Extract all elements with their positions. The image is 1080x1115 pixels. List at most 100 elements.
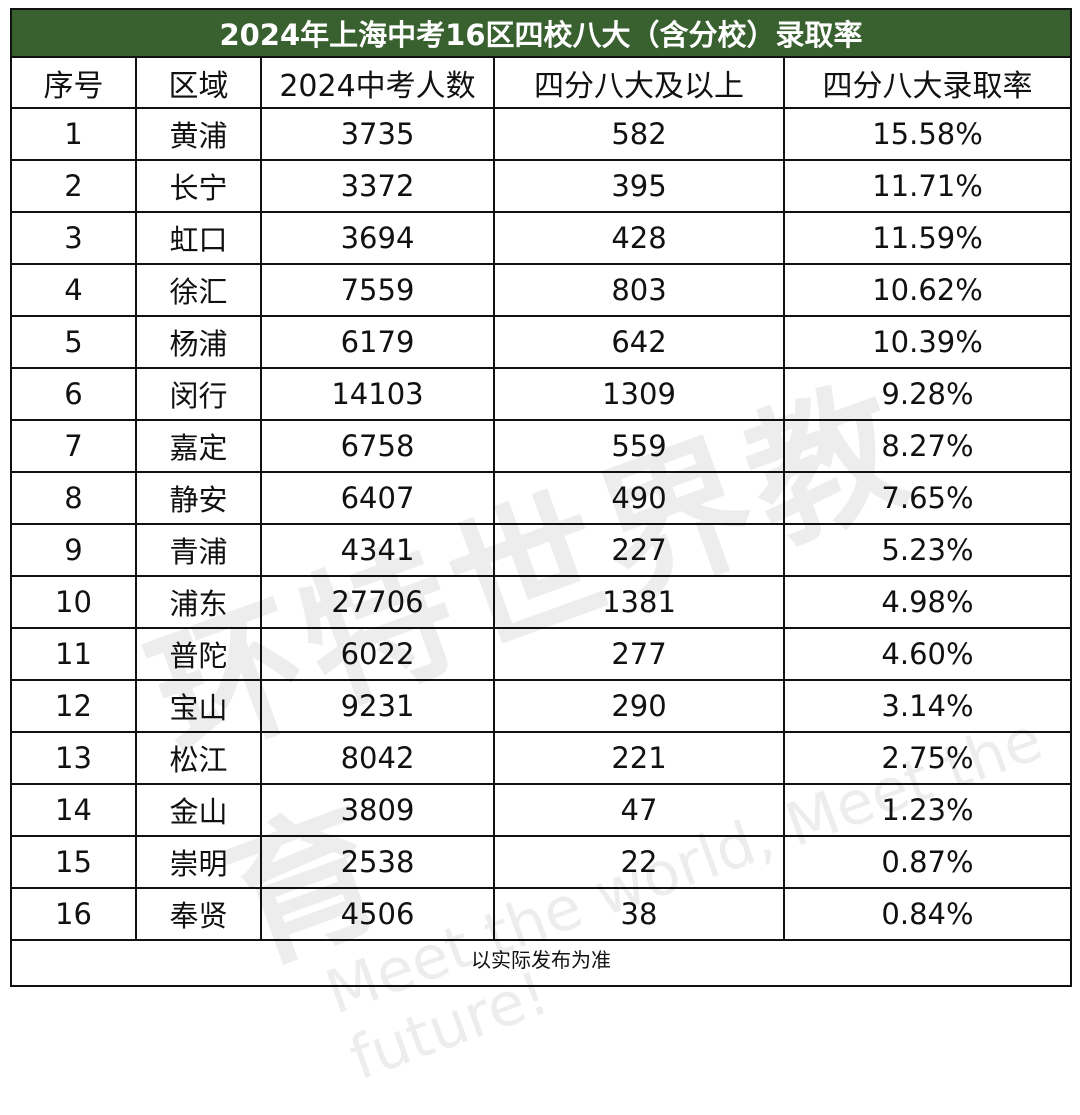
cell-index: 2 (10, 159, 137, 213)
cell-admission-rate: 2.75% (783, 731, 1072, 785)
table-row: 1 黄浦 3735 582 15.58% (10, 107, 1072, 161)
table-row: 6 闵行 14103 1309 9.28% (10, 367, 1072, 421)
cell-exam-count: 6407 (260, 471, 495, 525)
cell-index: 9 (10, 523, 137, 577)
cell-admission-rate: 9.28% (783, 367, 1072, 421)
cell-district: 金山 (135, 783, 262, 837)
cell-admitted-count: 227 (493, 523, 785, 577)
note-row: 以实际发布为准 (10, 939, 1072, 975)
cell-admitted-count: 490 (493, 471, 785, 525)
table-row: 12 宝山 9231 290 3.14% (10, 679, 1072, 733)
cell-admission-rate: 10.62% (783, 263, 1072, 317)
cell-district: 长宁 (135, 159, 262, 213)
table-body: 1 黄浦 3735 582 15.58% 2 长宁 3372 395 11.71% 3 虹口 3694 4… (10, 107, 1072, 941)
cell-district: 普陀 (135, 627, 262, 681)
cell-admitted-count: 22 (493, 835, 785, 889)
cell-exam-count: 6022 (260, 627, 495, 681)
cell-exam-count: 9231 (260, 679, 495, 733)
cell-admission-rate: 5.23% (783, 523, 1072, 577)
cell-admission-rate: 4.98% (783, 575, 1072, 629)
cell-district: 黄浦 (135, 107, 262, 161)
cell-district: 浦东 (135, 575, 262, 629)
cell-admitted-count: 1309 (493, 367, 785, 421)
cell-admitted-count: 582 (493, 107, 785, 161)
cell-exam-count: 7559 (260, 263, 495, 317)
cell-exam-count: 3735 (260, 107, 495, 161)
cell-district: 松江 (135, 731, 262, 785)
cell-district: 虹口 (135, 211, 262, 265)
cell-admitted-count: 642 (493, 315, 785, 369)
cell-index: 16 (10, 887, 137, 941)
cell-admission-rate: 0.87% (783, 835, 1072, 889)
table-row: 3 虹口 3694 428 11.59% (10, 211, 1072, 265)
cell-index: 7 (10, 419, 137, 473)
cell-exam-count: 27706 (260, 575, 495, 629)
footer-padding-row (10, 975, 1072, 987)
cell-district: 杨浦 (135, 315, 262, 369)
cell-admitted-count: 559 (493, 419, 785, 473)
table-row: 13 松江 8042 221 2.75% (10, 731, 1072, 785)
cell-admission-rate: 11.59% (783, 211, 1072, 265)
admission-rate-table: 2024年上海中考16区四校八大（含分校）录取率 序号 区域 2024中考人数 … (10, 8, 1072, 987)
cell-exam-count: 6758 (260, 419, 495, 473)
cell-index: 8 (10, 471, 137, 525)
cell-district: 青浦 (135, 523, 262, 577)
table-row: 15 崇明 2538 22 0.87% (10, 835, 1072, 889)
table-row: 4 徐汇 7559 803 10.62% (10, 263, 1072, 317)
cell-index: 4 (10, 263, 137, 317)
cell-admission-rate: 1.23% (783, 783, 1072, 837)
cell-index: 10 (10, 575, 137, 629)
cell-exam-count: 3809 (260, 783, 495, 837)
cell-admitted-count: 395 (493, 159, 785, 213)
cell-index: 15 (10, 835, 137, 889)
cell-district: 崇明 (135, 835, 262, 889)
cell-district: 徐汇 (135, 263, 262, 317)
cell-exam-count: 14103 (260, 367, 495, 421)
cell-index: 13 (10, 731, 137, 785)
cell-admitted-count: 221 (493, 731, 785, 785)
cell-admission-rate: 15.58% (783, 107, 1072, 161)
table-row: 16 奉贤 4506 38 0.84% (10, 887, 1072, 941)
cell-district: 闵行 (135, 367, 262, 421)
table-row: 11 普陀 6022 277 4.60% (10, 627, 1072, 681)
cell-index: 1 (10, 107, 137, 161)
cell-admission-rate: 4.60% (783, 627, 1072, 681)
title-row: 2024年上海中考16区四校八大（含分校）录取率 (10, 8, 1072, 58)
footer-padding-cell (10, 975, 1072, 987)
cell-district: 宝山 (135, 679, 262, 733)
table-row: 7 嘉定 6758 559 8.27% (10, 419, 1072, 473)
column-header-index: 序号 (10, 56, 137, 109)
cell-admission-rate: 11.71% (783, 159, 1072, 213)
table-row: 2 长宁 3372 395 11.71% (10, 159, 1072, 213)
cell-admitted-count: 803 (493, 263, 785, 317)
cell-exam-count: 2538 (260, 835, 495, 889)
cell-admitted-count: 47 (493, 783, 785, 837)
cell-district: 嘉定 (135, 419, 262, 473)
table-row: 14 金山 3809 47 1.23% (10, 783, 1072, 837)
header-row: 序号 区域 2024中考人数 四分八大及以上 四分八大录取率 (10, 56, 1072, 109)
cell-index: 5 (10, 315, 137, 369)
cell-exam-count: 4341 (260, 523, 495, 577)
cell-admitted-count: 38 (493, 887, 785, 941)
cell-exam-count: 6179 (260, 315, 495, 369)
column-header-admitted-count: 四分八大及以上 (493, 56, 785, 109)
cell-index: 6 (10, 367, 137, 421)
table-row: 8 静安 6407 490 7.65% (10, 471, 1072, 525)
cell-exam-count: 3694 (260, 211, 495, 265)
cell-admitted-count: 1381 (493, 575, 785, 629)
cell-district: 静安 (135, 471, 262, 525)
cell-admission-rate: 7.65% (783, 471, 1072, 525)
column-header-admission-rate: 四分八大录取率 (783, 56, 1072, 109)
cell-admission-rate: 10.39% (783, 315, 1072, 369)
table-row: 5 杨浦 6179 642 10.39% (10, 315, 1072, 369)
table-row: 10 浦东 27706 1381 4.98% (10, 575, 1072, 629)
cell-exam-count: 8042 (260, 731, 495, 785)
cell-district: 奉贤 (135, 887, 262, 941)
cell-exam-count: 4506 (260, 887, 495, 941)
table-title: 2024年上海中考16区四校八大（含分校）录取率 (10, 8, 1072, 58)
cell-admission-rate: 8.27% (783, 419, 1072, 473)
cell-index: 14 (10, 783, 137, 837)
cell-index: 11 (10, 627, 137, 681)
cell-admission-rate: 3.14% (783, 679, 1072, 733)
cell-admitted-count: 428 (493, 211, 785, 265)
